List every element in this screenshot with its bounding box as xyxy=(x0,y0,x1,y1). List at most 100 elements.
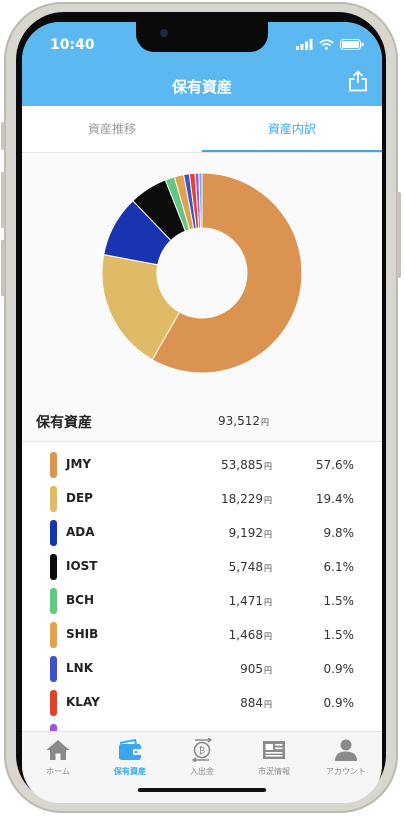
donut-slice-jmy[interactable] xyxy=(151,172,303,374)
home-icon xyxy=(46,740,70,760)
nav-market-label: 市況情報 xyxy=(258,767,290,776)
color-swatch xyxy=(50,690,57,716)
tab-asset-history[interactable]: 資産推移 xyxy=(87,122,136,136)
amount-value: 884 xyxy=(240,696,263,710)
asset-row-dep[interactable]: DEP 18,229円 19.4% xyxy=(22,482,382,516)
asset-amount: 1,468円 xyxy=(229,628,272,642)
status-time: 10:40 xyxy=(50,37,95,53)
asset-percent: 6.1% xyxy=(323,560,355,574)
color-swatch xyxy=(50,452,57,478)
asset-percent: 1.5% xyxy=(323,594,355,608)
color-swatch xyxy=(50,656,57,682)
total-assets-row: 保有資産 93,512円 xyxy=(22,403,382,442)
currency-unit: 円 xyxy=(264,564,272,573)
asset-symbol: BCH xyxy=(66,593,94,607)
status-icons xyxy=(296,39,364,50)
nav-home[interactable]: ホーム xyxy=(22,738,94,777)
asset-symbol: SHIB xyxy=(66,627,99,641)
asset-donut-chart xyxy=(101,172,303,374)
asset-symbol: KLAY xyxy=(66,695,100,709)
amount-value: 5,748 xyxy=(228,560,263,574)
asset-row-partial[interactable] xyxy=(22,720,382,731)
nav-account-label: アカウント xyxy=(326,767,366,776)
asset-symbol: ADA xyxy=(66,525,95,539)
asset-amount: 18,229円 xyxy=(221,492,272,506)
page-title: 保有資産 xyxy=(171,78,232,96)
signal-icon xyxy=(296,39,313,50)
asset-amount: 53,885円 xyxy=(221,458,272,472)
amount-value: 1,468 xyxy=(228,628,263,642)
asset-row-bch[interactable]: BCH 1,471円 1.5% xyxy=(22,584,382,618)
asset-row-shib[interactable]: SHIB 1,468円 1.5% xyxy=(22,618,382,652)
nav-holdings[interactable]: 保有資産 xyxy=(94,738,166,777)
nav-account[interactable]: アカウント xyxy=(310,738,382,777)
asset-amount: 1,471円 xyxy=(229,594,272,608)
color-swatch xyxy=(50,520,57,546)
asset-percent: 9.8% xyxy=(323,526,355,540)
camera-icon xyxy=(160,29,168,37)
total-assets-amount: 93,512 xyxy=(218,414,260,428)
bottom-navigation: ホーム 保有資産 ₿ 入出金 xyxy=(22,731,382,803)
deposit-icon: ₿ xyxy=(191,738,213,762)
asset-symbol: JMY xyxy=(66,457,92,471)
currency-unit: 円 xyxy=(264,666,272,675)
color-swatch xyxy=(50,486,57,512)
battery-icon xyxy=(340,39,364,50)
nav-market-info[interactable]: 市況情報 xyxy=(238,738,310,777)
asset-percent: 1.5% xyxy=(323,628,355,642)
currency-unit: 円 xyxy=(264,632,272,641)
color-swatch xyxy=(50,622,57,648)
asset-amount: 5,748円 xyxy=(229,560,272,574)
currency-unit: 円 xyxy=(264,530,272,539)
asset-symbol: DEP xyxy=(66,491,93,505)
donut-slice-other2[interactable] xyxy=(198,172,203,229)
amount-value: 905 xyxy=(240,662,263,676)
account-icon xyxy=(335,739,357,761)
nav-home-label: ホーム xyxy=(46,767,70,776)
app-header: 10:40 保有資産 xyxy=(22,22,382,106)
asset-symbol: IOST xyxy=(66,559,98,573)
asset-row-iost[interactable]: IOST 5,748円 6.1% xyxy=(22,550,382,584)
total-assets-value: 93,512円 xyxy=(218,414,269,428)
asset-amount: 905円 xyxy=(240,662,272,676)
share-icon[interactable] xyxy=(348,70,368,92)
donut-slice-dep[interactable] xyxy=(101,254,181,361)
volume-up-button xyxy=(1,172,5,228)
active-tab-indicator xyxy=(202,150,382,152)
asset-symbol: LNK xyxy=(66,661,93,675)
asset-amount: 9,192円 xyxy=(229,526,272,540)
color-swatch xyxy=(50,588,57,614)
chart-area xyxy=(22,153,382,403)
notch xyxy=(136,22,268,52)
volume-down-button xyxy=(1,240,5,296)
asset-percent: 19.4% xyxy=(315,492,354,506)
color-swatch xyxy=(50,724,57,731)
asset-row-ada[interactable]: ADA 9,192円 9.8% xyxy=(22,516,382,550)
power-button xyxy=(397,192,401,278)
currency-unit: 円 xyxy=(261,418,269,427)
total-assets-label: 保有資産 xyxy=(36,415,92,431)
asset-amount: 884円 xyxy=(240,696,272,710)
asset-row-lnk[interactable]: LNK 905円 0.9% xyxy=(22,652,382,686)
mute-switch xyxy=(1,122,5,150)
news-icon xyxy=(263,741,285,759)
asset-percent: 0.9% xyxy=(323,662,355,676)
currency-unit: 円 xyxy=(264,462,272,471)
wifi-icon xyxy=(319,39,334,50)
amount-value: 1,471 xyxy=(228,594,263,608)
asset-percent: 0.9% xyxy=(323,696,355,710)
currency-unit: 円 xyxy=(264,700,272,709)
nav-deposit-withdraw[interactable]: ₿ 入出金 xyxy=(166,738,238,777)
nav-deposit-label: 入出金 xyxy=(190,767,214,776)
nav-holdings-label: 保有資産 xyxy=(114,767,146,776)
currency-unit: 円 xyxy=(264,598,272,607)
amount-value: 9,192 xyxy=(228,526,263,540)
asset-row-jmy[interactable]: JMY 53,885円 57.6% xyxy=(22,448,382,482)
asset-row-klay[interactable]: KLAY 884円 0.9% xyxy=(22,686,382,720)
color-swatch xyxy=(50,554,57,580)
amount-value: 53,885 xyxy=(221,458,263,472)
wallet-icon xyxy=(119,738,141,760)
tab-asset-breakdown[interactable]: 資産内訳 xyxy=(267,122,316,136)
amount-value: 18,229 xyxy=(221,492,263,506)
tab-bar: 資産推移 資産内訳 xyxy=(22,106,382,153)
